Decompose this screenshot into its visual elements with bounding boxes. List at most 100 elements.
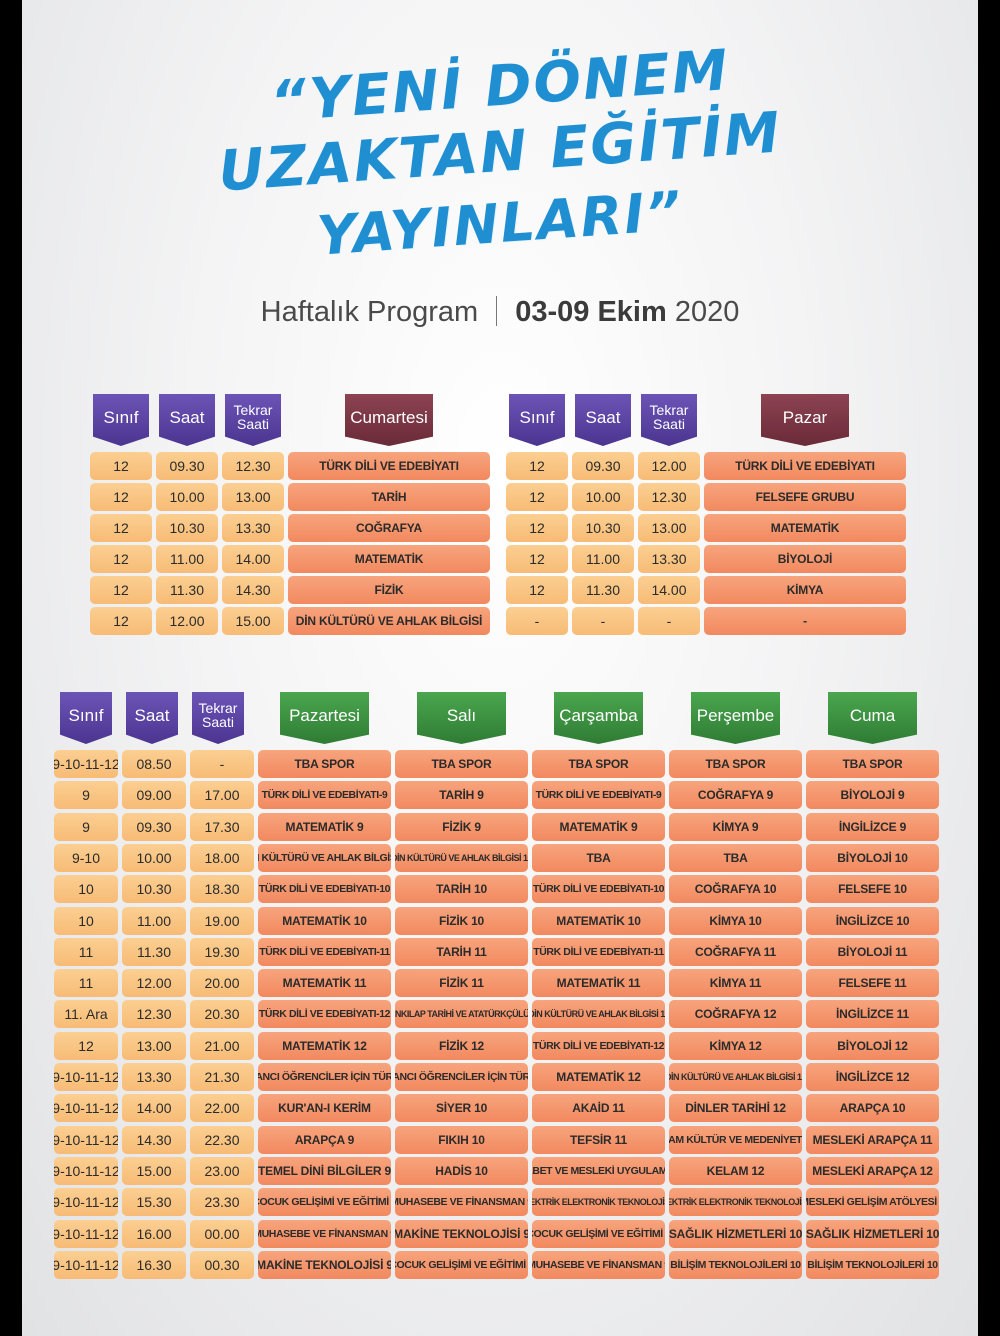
subject-cell: TÜRK DİLİ VE EDEBİYATI <box>288 452 490 480</box>
subtitle-label: Haftalık Program <box>260 296 479 328</box>
table-row: 12 10.00 13.00 TARİH <box>90 483 494 511</box>
saat-cell: 14.00 <box>122 1094 186 1123</box>
subject-cell: TBA <box>532 843 665 872</box>
subject-cell: FELSEFE GRUBU <box>704 483 906 511</box>
subject-cell: BİYOLOJİ <box>704 545 906 573</box>
saat-cell: 11.30 <box>156 576 218 604</box>
sinif-cell: 12 <box>506 545 568 573</box>
saat-cell: 13.00 <box>122 1031 186 1060</box>
tekrar-cell: 15.00 <box>222 607 284 635</box>
subject-cell: FİZİK 9 <box>395 812 528 841</box>
day-header-cuma: Cuma <box>828 692 917 744</box>
sinif-cell: 9-10-11-12 <box>54 1063 118 1091</box>
subject-cell: MATEMATİK 10 <box>258 906 391 935</box>
table-row: 12 13.00 21.00 MATEMATİK 12 FİZİK 12 TÜRK DİL… <box>54 1031 943 1060</box>
subject-cell: DİNLER TARİHİ 12 <box>669 1094 802 1123</box>
tekrar-cell: 19.00 <box>190 906 254 935</box>
saat-cell: 16.00 <box>122 1219 186 1248</box>
subject-cell: TÜRK DİLİ VE EDEBİYATI-10 <box>258 875 391 904</box>
subject-cell: ELEKTRİK ELEKTRONİK TEKNOLOJİSİ 9 <box>532 1188 665 1217</box>
subject-cell: FIKIH 10 <box>395 1125 528 1154</box>
subject-cell: - <box>704 607 906 635</box>
table-row: 12 11.00 13.30 BİYOLOJİ <box>506 545 910 573</box>
saat-cell: 14.30 <box>122 1125 186 1154</box>
subject-cell: MESLEKİ ARAPÇA 12 <box>806 1156 939 1185</box>
subject-cell: MUHASEBE VE FİNANSMAN 9 <box>258 1219 391 1248</box>
tekrar-cell: 13.30 <box>638 545 700 573</box>
subject-cell: FİZİK 11 <box>395 969 528 998</box>
table-row: 9-10-11-12 15.00 23.00 TEMEL DİNİ BİLGİLER … <box>54 1156 943 1185</box>
sinif-cell: 9 <box>54 812 118 841</box>
sinif-header: Sınıf <box>93 394 149 446</box>
subject-cell: TBA SPOR <box>395 750 528 778</box>
subject-cell: TÜRK DİLİ VE EDEBİYATI-12 <box>258 1000 391 1029</box>
subject-cell: MATEMATİK 9 <box>532 812 665 841</box>
subject-cell: TÜRK DİLİ VE EDEBİYATI-10 <box>532 875 665 904</box>
subject-cell: COĞRAFYA <box>288 514 490 542</box>
sinif-cell: 10 <box>54 875 118 904</box>
tekrar-cell: 20.00 <box>190 969 254 998</box>
schedule-poster: “YENİ DÖNEM UZAKTAN EĞİTİM YAYINLARI” Ha… <box>22 0 978 1336</box>
subject-cell: T.C. İNKILAP TARİHİ VE ATATÜRKÇÜLÜK 12 <box>395 1000 528 1029</box>
subject-cell: HADİS 10 <box>395 1156 528 1185</box>
saat-cell: 16.30 <box>122 1250 186 1279</box>
day-header-pazartesi: Pazartesi <box>280 692 369 744</box>
tekrar-cell: 14.30 <box>222 576 284 604</box>
tekrar-cell: 18.30 <box>190 875 254 904</box>
subject-cell: İSLAM KÜLTÜR VE MEDENİYETİ 12 <box>669 1125 802 1154</box>
table-row: 11. Ara 12.30 20.30 TÜRK DİLİ VE EDEBİYATI-… <box>54 1000 943 1029</box>
table-row: 12 12.00 15.00 DİN KÜLTÜRÜ VE AHLAK BİLGİSİ <box>90 607 494 635</box>
saat-cell: 15.00 <box>122 1156 186 1185</box>
subject-cell: COĞRAFYA 12 <box>669 1000 802 1029</box>
saat-cell: 12.00 <box>122 969 186 998</box>
saat-cell: 10.00 <box>122 843 186 872</box>
sinif-cell: 9-10 <box>54 843 118 872</box>
tekrar-cell: 14.00 <box>222 545 284 573</box>
day-header-pazar: Pazar <box>761 394 849 446</box>
saat-header: Saat <box>126 692 178 744</box>
subject-cell: MUHASEBE VE FİNANSMAN 9 <box>395 1188 528 1217</box>
saat-cell: - <box>572 607 634 635</box>
table-row: 12 11.30 14.30 FİZİK <box>90 576 494 604</box>
sinif-cell: 12 <box>54 1031 118 1060</box>
subject-cell: İNGİLİZCE 9 <box>806 812 939 841</box>
subject-cell: İNGİLİZCE 10 <box>806 906 939 935</box>
subject-cell: ÇOCUK GELİŞİMİ VE EĞİTİMİ 9 <box>532 1219 665 1248</box>
tekrar-cell: 00.00 <box>190 1219 254 1248</box>
subject-cell: MATEMATİK 9 <box>258 812 391 841</box>
saat-cell: 11.30 <box>122 937 186 966</box>
sinif-cell: 12 <box>90 576 152 604</box>
saat-cell: 09.30 <box>122 812 186 841</box>
subject-cell: YABANCI ÖĞRENCİLER İÇİN TÜRKÇE <box>258 1063 391 1091</box>
sinif-cell: 12 <box>506 514 568 542</box>
tekrar-cell: 13.00 <box>222 483 284 511</box>
tekrar-cell: 13.00 <box>638 514 700 542</box>
subject-cell: MAKİNE TEKNOLOJİSİ 9 <box>395 1219 528 1248</box>
sinif-cell: - <box>506 607 568 635</box>
saat-cell: 12.00 <box>156 607 218 635</box>
subject-cell: TÜRK DİLİ VE EDEBİYATI-9 <box>532 781 665 810</box>
tekrar-cell: 17.00 <box>190 781 254 810</box>
saat-cell: 09.00 <box>122 781 186 810</box>
saat-cell: 11.00 <box>156 545 218 573</box>
subject-cell: SİYER 10 <box>395 1094 528 1123</box>
saat-cell: 09.30 <box>572 452 634 480</box>
subject-cell: TBA SPOR <box>258 750 391 778</box>
subject-cell: COĞRAFYA 11 <box>669 937 802 966</box>
sinif-cell: 11 <box>54 969 118 998</box>
sinif-cell: 12 <box>90 514 152 542</box>
table-row: 12 11.00 14.00 MATEMATİK <box>90 545 494 573</box>
subject-cell: FELSEFE 11 <box>806 969 939 998</box>
subject-cell: TEMEL DİNİ BİLGİLER 9 <box>258 1156 391 1185</box>
tekrar-cell: - <box>190 750 254 778</box>
sinif-cell: 12 <box>90 452 152 480</box>
tekrar-cell: 00.30 <box>190 1250 254 1279</box>
sinif-cell: 9-10-11-12 <box>54 1188 118 1217</box>
saat-cell: 15.30 <box>122 1188 186 1217</box>
subject-cell: TÜRK DİLİ VE EDEBİYATI-9 <box>258 781 391 810</box>
subtitle: Haftalık Program 03-09 Ekim 2020 <box>22 296 978 329</box>
saat-header: Saat <box>159 394 215 446</box>
subject-cell: BİLİŞİM TEKNOLOJİLERİ 10 <box>669 1250 802 1279</box>
sinif-cell: 12 <box>506 483 568 511</box>
